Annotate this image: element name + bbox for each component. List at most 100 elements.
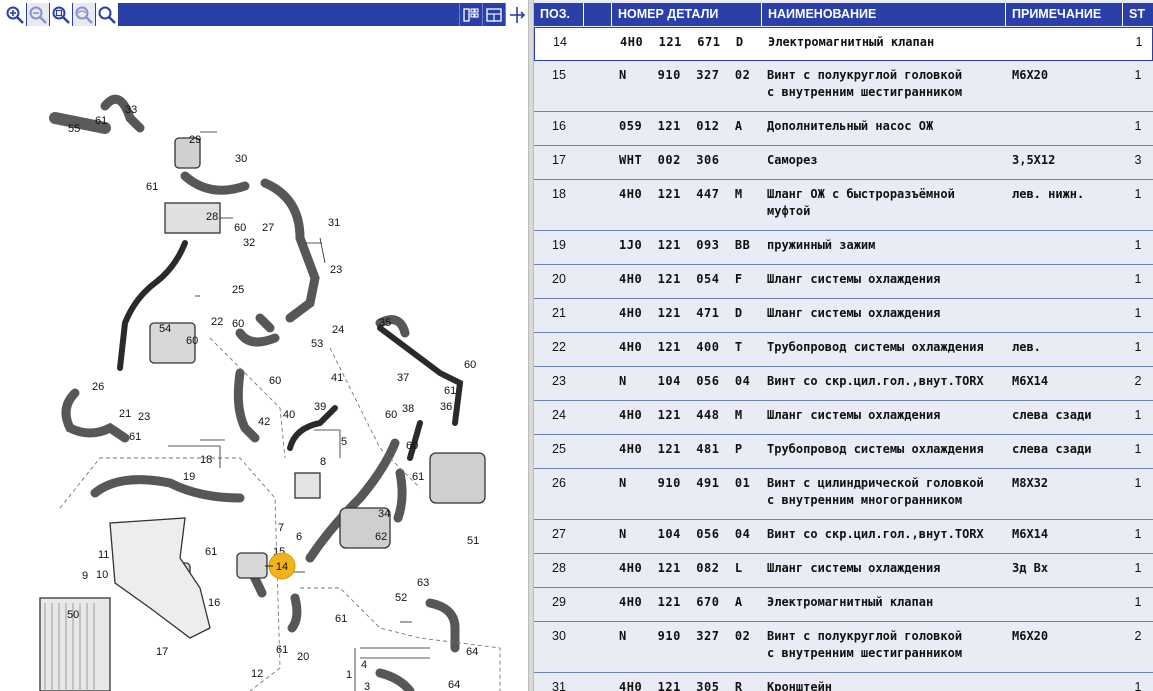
callout-label-33[interactable]: 33 — [125, 104, 137, 116]
callout-label-23[interactable]: 23 — [330, 264, 342, 276]
table-row[interactable]: 20 4H0 121 054 F Шланг системы охлаждения 1 — [534, 265, 1153, 299]
table-row[interactable]: 25 4H0 121 481 P Трубопровод системы охлаж… — [534, 435, 1153, 469]
callout-label-42[interactable]: 42 — [258, 416, 270, 428]
callout-label-61[interactable]: 61 — [129, 431, 141, 443]
callout-label-24[interactable]: 24 — [332, 324, 344, 336]
callout-label-6[interactable]: 6 — [296, 531, 302, 543]
callout-label-61[interactable]: 61 — [146, 181, 158, 193]
col-header-note[interactable]: ПРИМЕЧАНИЕ — [1006, 3, 1123, 26]
pane-splitter[interactable] — [528, 0, 534, 691]
callout-label-60[interactable]: 60 — [269, 375, 281, 387]
callout-label-53[interactable]: 53 — [311, 338, 323, 350]
table-view-button[interactable] — [482, 3, 505, 26]
callout-label-54[interactable]: 54 — [159, 323, 171, 335]
table-row[interactable]: 23 N 104 056 04 Винт со скр.цил.гол.,внут.… — [534, 367, 1153, 401]
callout-label-61[interactable]: 61 — [205, 546, 217, 558]
callout-14-highlight[interactable]: 14 — [265, 552, 296, 580]
callout-label-64[interactable]: 64 — [466, 646, 478, 658]
callout-label-27[interactable]: 27 — [262, 222, 274, 234]
table-row[interactable]: 28 4H0 121 082 L Шланг системы охлаждения З… — [534, 554, 1153, 588]
callout-label-60[interactable]: 60 — [186, 335, 198, 347]
col-header-qty[interactable]: ST — [1129, 7, 1145, 21]
callout-label-19[interactable]: 19 — [183, 471, 195, 483]
callout-label-60[interactable]: 60 — [464, 359, 476, 371]
zoom-out-button[interactable] — [27, 3, 50, 26]
callout-label-12[interactable]: 12 — [251, 668, 263, 680]
table-row[interactable]: 31 4H0 121 305 R Кронштейн 1 — [534, 673, 1153, 691]
callout-label-3[interactable]: 3 — [364, 681, 370, 691]
callout-label-23[interactable]: 23 — [138, 411, 150, 423]
callout-label-50[interactable]: 50 — [67, 609, 79, 621]
callout-label-7[interactable]: 7 — [278, 522, 284, 534]
callout-label-30[interactable]: 30 — [235, 153, 247, 165]
cell-pos: 23 — [552, 374, 566, 388]
callout-label-62[interactable]: 62 — [375, 531, 387, 543]
callout-label-5[interactable]: 5 — [341, 436, 347, 448]
table-row[interactable]: 16 059 121 012 A Дополнительный насос ОЖ 1 — [534, 112, 1153, 146]
callout-label-61[interactable]: 61 — [412, 471, 424, 483]
callout-label-8[interactable]: 8 — [320, 456, 326, 468]
cell-qty: 1 — [1134, 119, 1142, 133]
callout-label-41[interactable]: 41 — [331, 372, 343, 384]
callout-label-63[interactable]: 63 — [417, 577, 429, 589]
callout-label-60[interactable]: 60 — [406, 440, 418, 452]
table-row[interactable]: 19 1J0 121 093 BB пружинный зажим 1 — [534, 231, 1153, 265]
callout-label-36[interactable]: 36 — [440, 401, 452, 413]
col-header-pos[interactable]: ПОЗ. — [534, 3, 584, 26]
table-row[interactable]: 14 4H0 121 671 D Электромагнитный клапан 1 — [534, 27, 1153, 61]
callout-label-61[interactable]: 61 — [335, 613, 347, 625]
callout-label-31[interactable]: 31 — [328, 217, 340, 229]
grid-view-button[interactable] — [459, 3, 482, 26]
col-header-part-number[interactable]: НОМЕР ДЕТАЛИ — [612, 3, 762, 26]
callout-label-10[interactable]: 10 — [96, 569, 108, 581]
callout-label-18[interactable]: 18 — [200, 454, 212, 466]
callout-label-17[interactable]: 17 — [156, 646, 168, 658]
callout-label-55[interactable]: 55 — [68, 123, 80, 135]
callout-label-34[interactable]: 34 — [378, 508, 390, 520]
callout-label-26[interactable]: 26 — [92, 381, 104, 393]
zoom-area-button[interactable] — [73, 3, 96, 26]
callout-label-61[interactable]: 61 — [276, 644, 288, 656]
callout-label-37[interactable]: 37 — [397, 372, 409, 384]
callout-label-32[interactable]: 32 — [243, 237, 255, 249]
callout-label-20[interactable]: 20 — [297, 651, 309, 663]
zoom-search-button[interactable] — [96, 3, 119, 26]
callout-label-1[interactable]: 1 — [346, 669, 352, 681]
callout-label-60[interactable]: 60 — [232, 318, 244, 330]
col-header-name[interactable]: НАИМЕНОВАНИЕ — [762, 3, 1006, 26]
callout-label-35[interactable]: 35 — [379, 317, 391, 329]
table-row[interactable]: 30 N 910 327 02 Винт с полукруглой головко… — [534, 622, 1153, 673]
table-row[interactable]: 24 4H0 121 448 M Шланг системы охлаждения с… — [534, 401, 1153, 435]
callout-label-64[interactable]: 64 — [448, 679, 460, 691]
zoom-in-button[interactable] — [4, 3, 27, 26]
table-row[interactable]: 18 4H0 121 447 M Шланг ОЖ с быстроразъёмно… — [534, 180, 1153, 231]
callout-label-52[interactable]: 52 — [395, 592, 407, 604]
callout-label-21[interactable]: 21 — [119, 408, 131, 420]
callout-label-60[interactable]: 60 — [385, 409, 397, 421]
callout-label-29[interactable]: 29 — [189, 134, 201, 146]
callout-label-9[interactable]: 9 — [82, 570, 88, 582]
table-row[interactable]: 22 4H0 121 400 T Трубопровод системы охлаж… — [534, 333, 1153, 367]
callout-label-61[interactable]: 61 — [444, 385, 456, 397]
table-row[interactable]: 17 WHT 002 306 Саморез 3,5X12 3 — [534, 146, 1153, 180]
callout-label-28[interactable]: 28 — [206, 211, 218, 223]
split-arrows-button[interactable] — [505, 3, 528, 26]
table-row[interactable]: 27 N 104 056 04 Винт со скр.цил.гол.,внут.… — [534, 520, 1153, 554]
callout-label-4[interactable]: 4 — [361, 659, 367, 671]
callout-label-51[interactable]: 51 — [467, 535, 479, 547]
table-row[interactable]: 21 4H0 121 471 D Шланг системы охлаждения 1 — [534, 299, 1153, 333]
callout-label-38[interactable]: 38 — [402, 403, 414, 415]
callout-label-40[interactable]: 40 — [283, 409, 295, 421]
callout-label-60[interactable]: 60 — [234, 222, 246, 234]
table-row[interactable]: 15 N 910 327 02 Винт с полукруглой головко… — [534, 61, 1153, 112]
zoom-fit-button[interactable] — [50, 3, 73, 26]
callout-label-11[interactable]: 11 — [98, 549, 109, 561]
callout-label-16[interactable]: 16 — [208, 597, 220, 609]
callout-label-22[interactable]: 22 — [211, 316, 223, 328]
callout-label-25[interactable]: 25 — [232, 284, 244, 296]
callout-label-61[interactable]: 61 — [95, 115, 107, 127]
table-row[interactable]: 26 N 910 491 01 Винт с цилиндрической голо… — [534, 469, 1153, 520]
callout-label-39[interactable]: 39 — [314, 401, 326, 413]
table-row[interactable]: 29 4H0 121 670 A Электромагнитный клапан 1 — [534, 588, 1153, 622]
